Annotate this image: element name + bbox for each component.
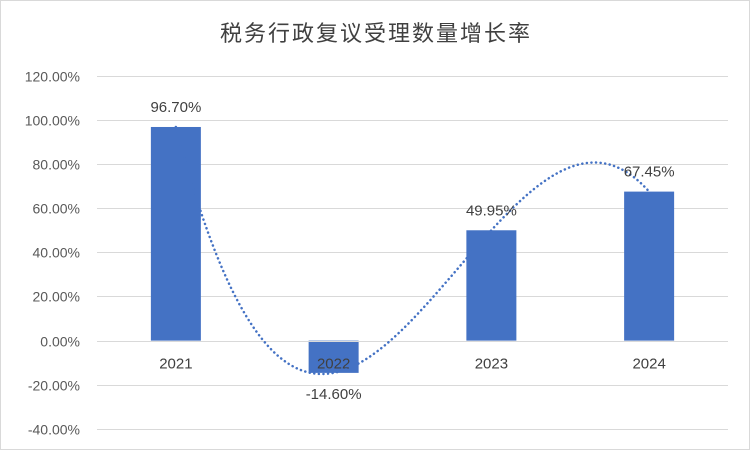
y-tick-label: -40.00% xyxy=(28,422,80,438)
y-tick-label: 100.00% xyxy=(25,113,80,129)
x-tick-label: 2023 xyxy=(475,356,508,373)
y-tick-label: 120.00% xyxy=(25,69,80,85)
data-label: 67.45% xyxy=(624,164,675,181)
trendline xyxy=(174,125,651,376)
x-tick-label: 2021 xyxy=(159,356,192,373)
y-tick-label: 0.00% xyxy=(40,334,80,350)
y-tick-label: 60.00% xyxy=(33,201,80,217)
bar xyxy=(150,126,201,341)
y-tick-label: 20.00% xyxy=(33,289,80,305)
y-tick-label: 40.00% xyxy=(33,245,80,261)
y-tick-label: -20.00% xyxy=(28,378,80,394)
data-label: -14.60% xyxy=(306,386,362,403)
bar xyxy=(624,191,675,341)
x-tick-label: 2022 xyxy=(317,356,350,373)
data-label: 96.70% xyxy=(150,99,201,116)
x-tick-label: 2024 xyxy=(632,356,665,373)
data-label: 49.95% xyxy=(466,202,517,219)
bar xyxy=(466,230,517,341)
y-tick-label: 80.00% xyxy=(33,157,80,173)
chart-title: 税务行政复议受理数量增长率 xyxy=(219,22,532,47)
